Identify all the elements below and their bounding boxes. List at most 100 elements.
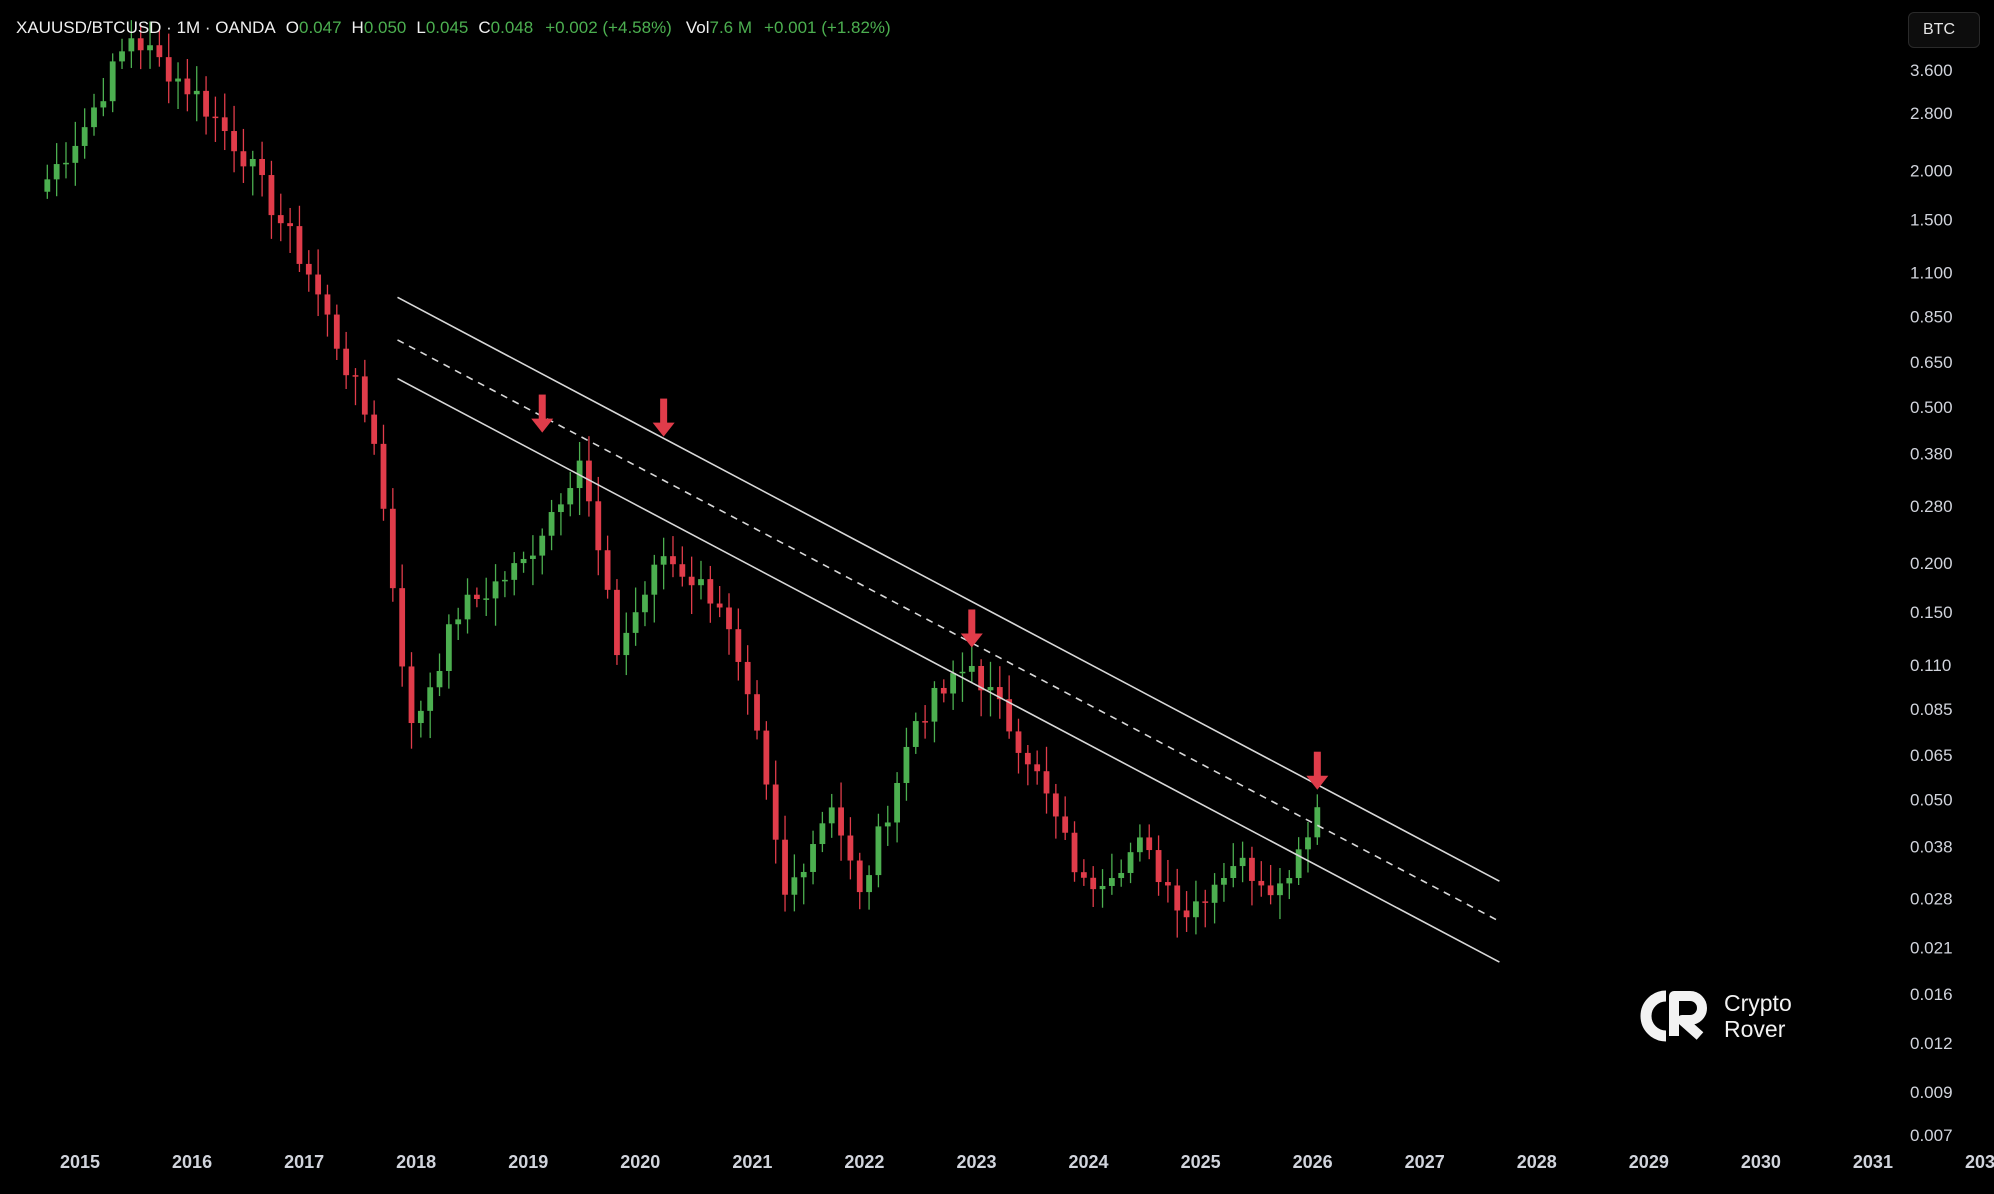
candle — [866, 865, 872, 910]
candle — [128, 20, 135, 68]
candle — [427, 672, 434, 739]
candle — [492, 564, 499, 626]
candle-body — [912, 721, 919, 747]
candle-body — [1080, 872, 1087, 878]
candle — [800, 863, 807, 905]
candle-body — [165, 57, 172, 82]
candle-body — [1183, 910, 1190, 918]
high-label: H — [351, 18, 364, 37]
candle-body — [894, 782, 900, 823]
candle — [91, 93, 97, 136]
x-tick-label: 2015 — [60, 1152, 100, 1172]
x-tick-label: 2027 — [1405, 1152, 1445, 1172]
candle — [744, 645, 751, 715]
candle-body — [511, 563, 518, 580]
candle-series — [44, 20, 1321, 938]
candle — [464, 578, 471, 634]
y-tick-label: 0.200 — [1910, 554, 1953, 573]
candle — [651, 554, 658, 623]
candle-body — [1024, 752, 1031, 765]
candle-body — [1136, 837, 1143, 853]
candle — [156, 30, 163, 67]
x-tick-label: 2016 — [172, 1152, 212, 1172]
x-tick-label: 2024 — [1069, 1152, 1109, 1172]
candle — [530, 535, 536, 586]
y-tick-label: 2.000 — [1910, 161, 1953, 180]
candle-body — [782, 839, 788, 895]
candle-body — [184, 78, 191, 95]
candle-body — [455, 619, 462, 625]
candle-body — [642, 594, 648, 613]
time-axis[interactable]: 2015 2016 2017 2018 2019 2020 2021 2022 2023 2024… — [60, 1152, 1994, 1172]
candle — [352, 368, 359, 406]
candle — [221, 93, 228, 151]
candle-body — [847, 835, 854, 861]
candle-body — [1015, 731, 1022, 753]
candle-body — [670, 556, 676, 565]
x-tick-label: 2019 — [508, 1152, 548, 1172]
candle-body — [249, 158, 256, 167]
candle — [968, 642, 975, 683]
symbol-title[interactable]: XAUUSD/BTCUSD · 1M · OANDA — [16, 18, 276, 37]
y-tick-label: 0.012 — [1910, 1034, 1953, 1053]
candle-body — [147, 45, 153, 51]
candle — [81, 108, 88, 159]
candle — [53, 143, 60, 197]
candle — [1043, 746, 1050, 814]
candle — [931, 681, 938, 743]
candle — [44, 164, 51, 199]
channel-upper-line — [397, 296, 1500, 882]
candle — [109, 53, 116, 113]
candle — [1221, 863, 1227, 902]
candle-body — [371, 414, 378, 444]
candle-body — [1062, 816, 1069, 833]
candle-body — [810, 844, 816, 872]
logo-wordmark: Crypto Rover — [1724, 990, 1792, 1042]
rejection-arrows — [531, 394, 1329, 790]
x-tick-label: 2023 — [956, 1152, 996, 1172]
candle — [483, 577, 490, 616]
candle — [828, 793, 835, 838]
x-tick-label: 2031 — [1853, 1152, 1893, 1172]
candle-body — [884, 822, 891, 827]
candle — [1136, 824, 1143, 862]
candle-body — [473, 594, 480, 600]
candle-body — [464, 594, 471, 620]
candle-body — [492, 581, 499, 599]
candle — [473, 587, 480, 608]
candle — [632, 587, 639, 646]
candle — [754, 680, 760, 740]
y-tick-label: 0.028 — [1910, 890, 1953, 909]
arrow-head — [1306, 775, 1329, 790]
candle-body — [595, 501, 602, 551]
watermark-logo: Crypto Rover — [1636, 990, 1792, 1042]
currency-button[interactable]: BTC — [1908, 12, 1980, 48]
y-tick-label: 0.280 — [1910, 497, 1953, 516]
candle-body — [417, 710, 424, 724]
candle — [445, 614, 452, 689]
candle-body — [660, 556, 667, 565]
price-axis[interactable]: 3.600 2.800 2.000 1.500 1.100 0.850 0.650 0.500… — [1910, 61, 1953, 1145]
candle-body — [240, 151, 247, 167]
candle — [903, 727, 910, 801]
close-value: 0.048 — [490, 18, 534, 37]
candle — [1071, 821, 1078, 882]
candle — [380, 424, 387, 521]
candle-body — [726, 607, 732, 630]
candle — [72, 121, 79, 186]
candle-body — [1165, 882, 1171, 886]
candle — [1034, 750, 1041, 785]
candle-body — [259, 158, 265, 176]
candle-body — [996, 687, 1003, 700]
candle-body — [445, 624, 452, 672]
candle-body — [819, 823, 826, 845]
candle-body — [1118, 872, 1125, 879]
candle — [1211, 873, 1218, 924]
low-value: 0.045 — [425, 18, 469, 37]
y-tick-label: 0.050 — [1910, 791, 1953, 810]
candle-body — [940, 687, 947, 694]
candle-body — [520, 558, 527, 564]
candle-body — [427, 687, 434, 711]
candle — [1155, 835, 1162, 896]
